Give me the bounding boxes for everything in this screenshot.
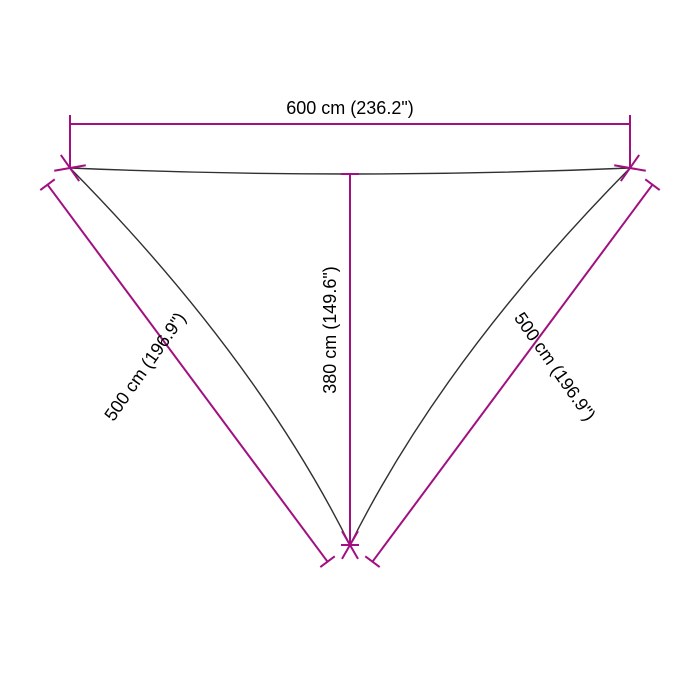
dim-tick-right-b [365, 556, 379, 567]
dim-line-right [372, 185, 652, 562]
dim-tick-left-b [320, 556, 334, 567]
dim-label-right: 500 cm (196.9") [510, 309, 599, 425]
dim-label-top: 600 cm (236.2") [286, 98, 413, 118]
dim-label-left: 500 cm (196.9") [100, 309, 189, 425]
dim-tick-left-a [40, 179, 54, 190]
dimension-diagram: 600 cm (236.2") 500 cm (196.9") 500 cm (19… [0, 0, 700, 700]
dim-tick-right-a [645, 179, 659, 190]
dimension-lines [40, 115, 659, 567]
dim-line-left [48, 185, 328, 562]
dim-label-height: 380 cm (149.6") [320, 266, 340, 393]
